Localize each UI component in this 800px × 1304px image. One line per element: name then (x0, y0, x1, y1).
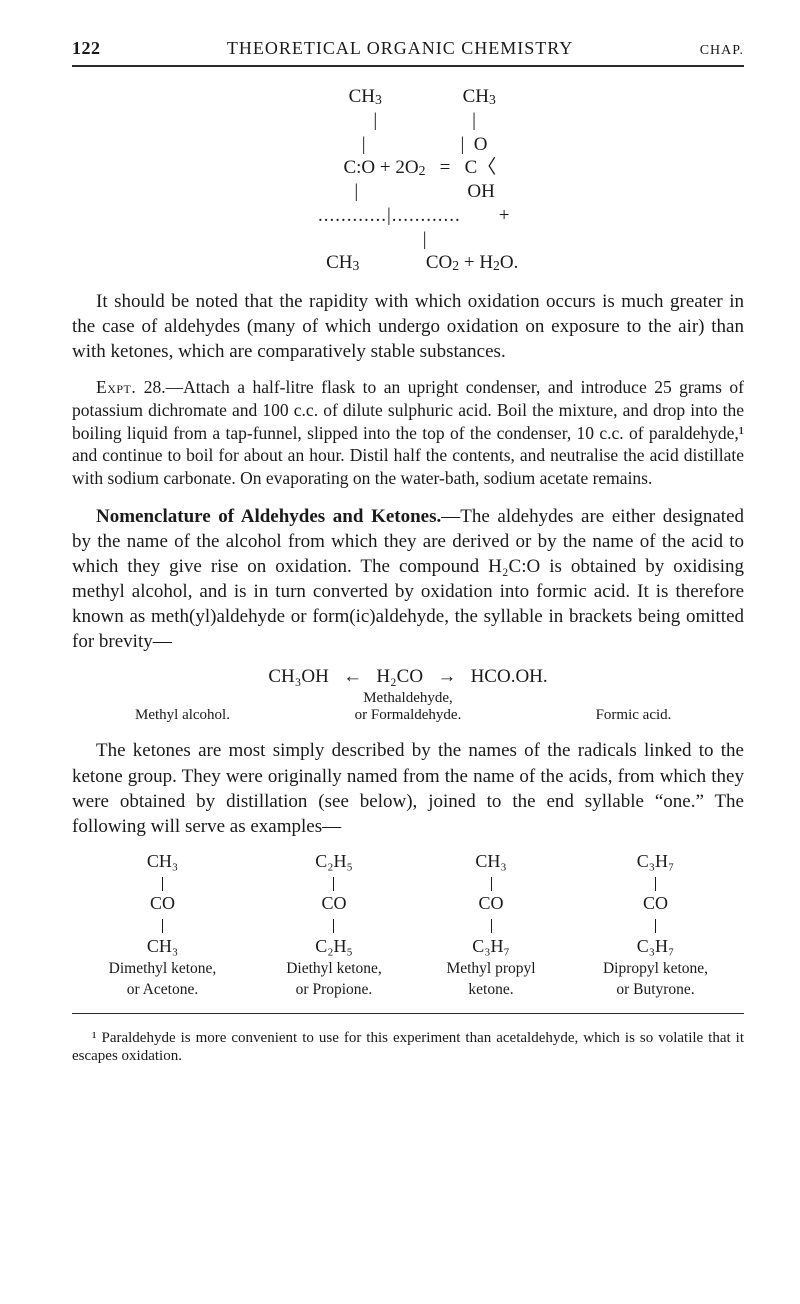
kt-name2-3: or Butyrone. (567, 978, 744, 999)
table-row: CH₃ C₂H₅ C₃H₇ C₃H₇ (72, 936, 744, 957)
footnote-rule (72, 1013, 744, 1014)
vbar-cell (567, 872, 744, 893)
rule-top (72, 65, 744, 67)
arrow-right-icon: → (437, 666, 456, 687)
section-heading: Nomenclature of Aldehydes and Ketones. (96, 506, 441, 527)
kt-name1-1: Diethyl ketone, (253, 957, 415, 978)
vbar-cell (253, 872, 415, 893)
kt-mid-1: CO (253, 893, 415, 914)
running-chap: CHAP. (700, 43, 744, 59)
page-number: 122 (72, 38, 101, 59)
vbar-cell (567, 914, 744, 935)
reaction-labels: Methyl alcohol. Methaldehyde, or Formald… (72, 690, 744, 724)
kt-name1-2: Methyl propyl (415, 957, 567, 978)
kt-top-1: C₂H₅ (253, 851, 415, 872)
kt-top-0: CH₃ (72, 851, 253, 872)
section-para: —The aldehydes are either designated by … (72, 506, 744, 652)
rxn-right: HCO.OH. (471, 666, 548, 687)
arrow-left-icon: ← (343, 666, 362, 687)
vbar-cell (415, 872, 567, 893)
table-row (72, 914, 744, 935)
ketone-examples-table: CH₃ C₂H₅ CH₃ C₃H₇ CO CO CO CO CH₃ C₂H₅ C… (72, 851, 744, 999)
footnote-1: ¹ Paraldehyde is more convenient to use … (72, 1029, 744, 1067)
page: 122 THEORETICAL ORGANIC CHEMISTRY CHAP. … (0, 0, 800, 1304)
experiment-28: Expt. 28.—Attach a half-litre flask to a… (72, 376, 744, 490)
paragraph-oxidation-rate: It should be noted that the rapidity wit… (72, 289, 744, 364)
rxn-sub-left: Methyl alcohol. (88, 707, 276, 724)
rxn-sub-mid2: or Formaldehyde. (355, 707, 462, 723)
running-title: THEORETICAL ORGANIC CHEMISTRY (227, 38, 573, 59)
equation-block: CH3 CH3 | | | | O C:O + 2O2 = C〈 | OH ..… (72, 85, 744, 275)
kt-name2-0: or Acetone. (72, 978, 253, 999)
nomenclature-paragraph: Nomenclature of Aldehydes and Ketones.—T… (72, 504, 744, 654)
kt-mid-3: CO (567, 893, 744, 914)
table-row (72, 872, 744, 893)
rxn-sub-mid-wrap: Methaldehyde, or Formaldehyde. (280, 690, 535, 724)
rxn-mid: H₂CO (376, 666, 423, 687)
kt-name1-0: Dimethyl ketone, (72, 957, 253, 978)
vbar-cell (72, 914, 253, 935)
vbar-cell (415, 914, 567, 935)
table-row: or Acetone. or Propione. ketone. or Buty… (72, 978, 744, 999)
rxn-sub-mid: Methaldehyde, (363, 690, 453, 706)
table-row: CH₃ C₂H₅ CH₃ C₃H₇ (72, 851, 744, 872)
reaction-equation: CH₃OH ← H₂CO → HCO.OH. (72, 666, 744, 688)
kt-top-3: C₃H₇ (567, 851, 744, 872)
kt-name1-3: Dipropyl ketone, (567, 957, 744, 978)
vbar-cell (72, 872, 253, 893)
kt-mid-0: CO (72, 893, 253, 914)
rxn-left: CH₃OH (268, 666, 328, 687)
expt-text: —Attach a half-litre flask to an upright… (72, 377, 744, 488)
expt-number: 28. (144, 377, 166, 397)
table-row: Dimethyl ketone, Diethyl ketone, Methyl … (72, 957, 744, 978)
kt-bot-2: C₃H₇ (415, 936, 567, 957)
kt-name2-2: ketone. (415, 978, 567, 999)
kt-bot-3: C₃H₇ (567, 936, 744, 957)
running-head: 122 THEORETICAL ORGANIC CHEMISTRY CHAP. (72, 38, 744, 59)
kt-bot-0: CH₃ (72, 936, 253, 957)
ketones-paragraph: The ketones are most simply described by… (72, 738, 744, 838)
kt-top-2: CH₃ (415, 851, 567, 872)
rxn-sub-right: Formic acid. (539, 707, 727, 724)
kt-bot-1: C₂H₅ (253, 936, 415, 957)
vbar-cell (253, 914, 415, 935)
kt-mid-2: CO (415, 893, 567, 914)
kt-name2-1: or Propione. (253, 978, 415, 999)
expt-label: Expt. (96, 377, 136, 397)
table-row: CO CO CO CO (72, 893, 744, 914)
